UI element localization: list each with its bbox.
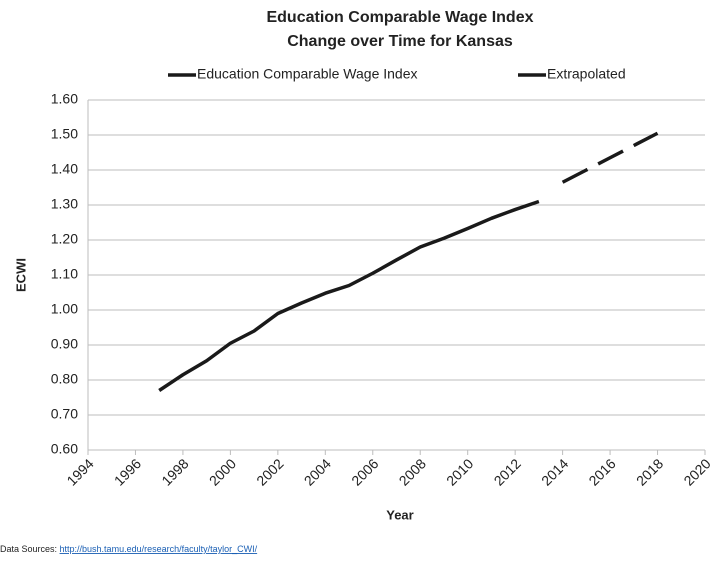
- line-series: [158, 199, 540, 392]
- y-tick-label: 1.60: [51, 91, 78, 107]
- x-tick-label: 2014: [538, 455, 571, 488]
- source-link[interactable]: http://bush.tamu.edu/research/faculty/ta…: [60, 544, 258, 554]
- x-tick-label: 2002: [253, 455, 286, 488]
- x-tick-label: 2000: [206, 455, 239, 488]
- y-tick-label: 0.90: [51, 336, 78, 352]
- y-tick-label: 1.20: [51, 231, 78, 247]
- x-tick-label: 2006: [348, 455, 381, 488]
- y-tick-label: 0.60: [51, 441, 78, 457]
- y-tick-label: 1.00: [51, 301, 78, 317]
- y-tick-label: 1.10: [51, 266, 78, 282]
- source-label: Data Sources:: [0, 544, 60, 554]
- x-axis-label: Year: [386, 507, 413, 522]
- y-axis-label: ECWI: [13, 258, 28, 292]
- legend-label: Extrapolated: [547, 66, 626, 82]
- chart-title: Education Comparable Wage Index: [266, 9, 533, 26]
- y-tick-label: 1.50: [51, 126, 78, 142]
- y-tick-label: 1.30: [51, 196, 78, 212]
- x-tick-label: 2004: [301, 455, 334, 488]
- x-tick-label: 2020: [680, 455, 713, 488]
- x-tick-label: 1998: [158, 455, 191, 488]
- y-tick-label: 1.40: [51, 161, 78, 177]
- x-tick-label: 2018: [633, 455, 666, 488]
- x-tick-label: 2016: [585, 455, 618, 488]
- x-tick-label: 2012: [491, 455, 524, 488]
- y-tick-label: 0.70: [51, 406, 78, 422]
- y-tick-label: 0.80: [51, 371, 78, 387]
- x-tick-label: 2010: [443, 455, 476, 488]
- x-tick-label: 1996: [111, 455, 144, 488]
- source: Data Sources: http://bush.tamu.edu/resea…: [0, 544, 258, 554]
- chart-subtitle: Change over Time for Kansas: [287, 33, 513, 50]
- line-series: [561, 131, 659, 184]
- x-tick-label: 2008: [396, 455, 429, 488]
- legend-label: Education Comparable Wage Index: [197, 66, 418, 82]
- x-tick-label: 1994: [63, 455, 96, 488]
